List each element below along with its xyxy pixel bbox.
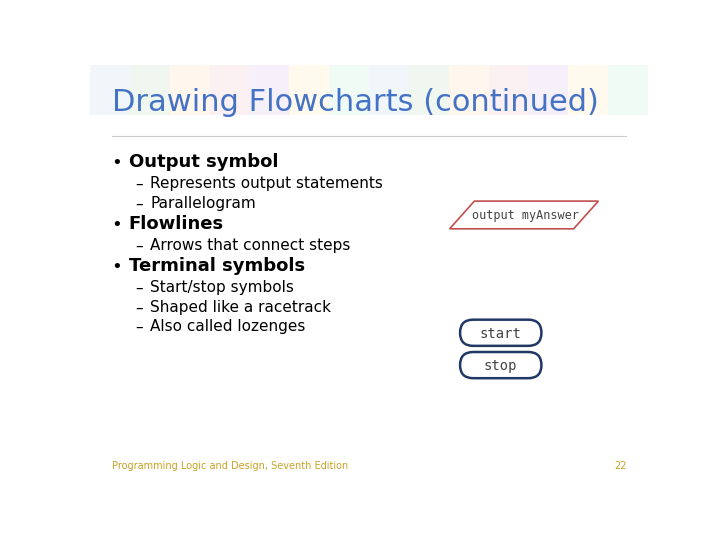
Text: Parallelogram: Parallelogram (150, 195, 256, 211)
Text: –: – (135, 320, 143, 335)
Bar (329, 65, 369, 115)
Polygon shape (449, 201, 598, 229)
Text: •: • (112, 215, 122, 234)
Bar (568, 65, 608, 115)
Bar (449, 65, 489, 115)
Text: output myAnswer: output myAnswer (472, 209, 579, 222)
Text: •: • (112, 154, 122, 172)
FancyBboxPatch shape (460, 352, 541, 378)
Text: 22: 22 (614, 461, 626, 471)
Text: Drawing Flowcharts (continued): Drawing Flowcharts (continued) (112, 88, 598, 117)
Bar (210, 65, 249, 115)
Text: Arrows that connect steps: Arrows that connect steps (150, 238, 351, 253)
Text: –: – (135, 197, 143, 212)
Bar (130, 65, 170, 115)
Text: –: – (135, 177, 143, 192)
Bar (289, 65, 329, 115)
Text: Start/stop symbols: Start/stop symbols (150, 280, 294, 295)
Text: –: – (135, 300, 143, 315)
Text: Also called lozenges: Also called lozenges (150, 319, 306, 334)
Text: start: start (480, 327, 522, 341)
Text: Shaped like a racetrack: Shaped like a racetrack (150, 300, 331, 315)
Bar (409, 65, 449, 115)
Text: stop: stop (484, 359, 518, 373)
Bar (249, 65, 289, 115)
Text: Represents output statements: Represents output statements (150, 177, 383, 192)
Bar (369, 65, 409, 115)
Bar (170, 65, 210, 115)
Text: Terminal symbols: Terminal symbols (129, 257, 305, 275)
Bar (528, 65, 568, 115)
Text: Programming Logic and Design, Seventh Edition: Programming Logic and Design, Seventh Ed… (112, 461, 348, 471)
Bar (90, 65, 130, 115)
Text: –: – (135, 239, 143, 254)
Text: •: • (112, 258, 122, 276)
Text: Output symbol: Output symbol (129, 153, 278, 171)
Text: Flowlines: Flowlines (129, 215, 224, 233)
Bar (489, 65, 528, 115)
Text: –: – (135, 281, 143, 296)
Bar (608, 65, 648, 115)
FancyBboxPatch shape (460, 320, 541, 346)
